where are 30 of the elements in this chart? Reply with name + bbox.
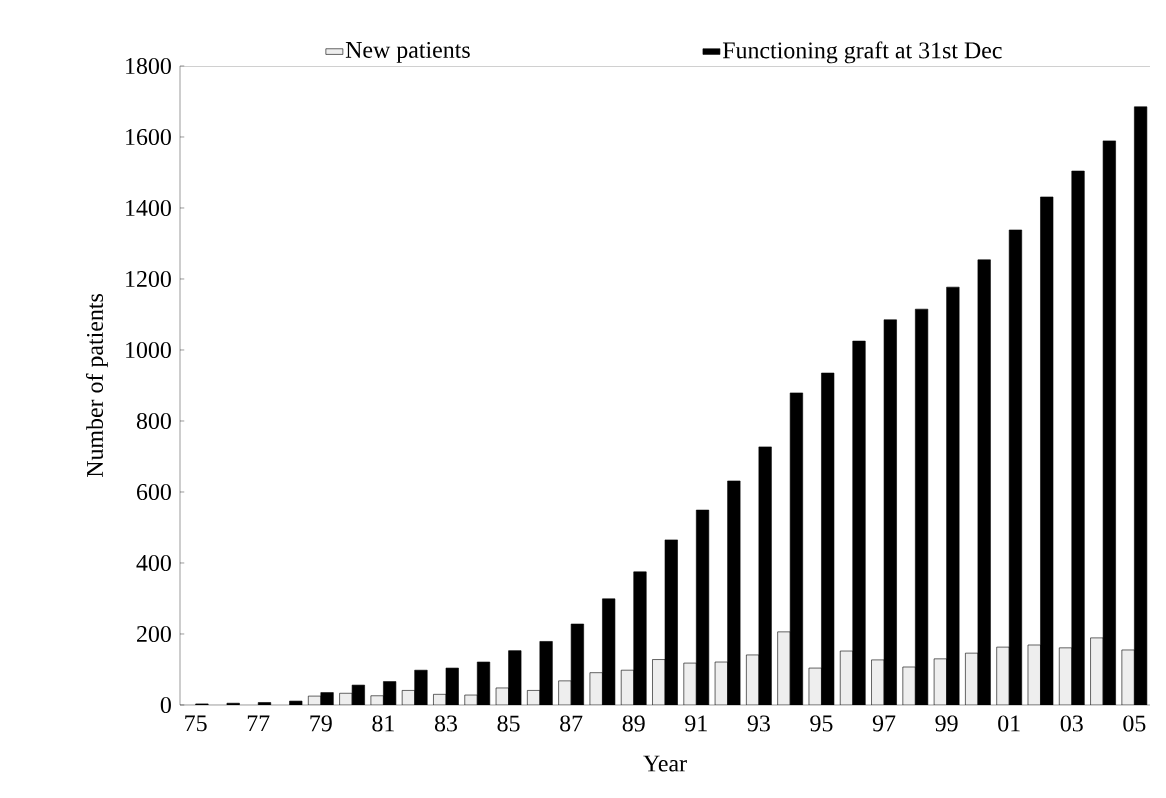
legend-label: Functioning graft at 31st Dec [722, 41, 1002, 64]
x-tick-label: 77 [247, 715, 270, 732]
x-tick-label: 81 [372, 715, 394, 732]
x-tick-label: 89 [622, 715, 645, 732]
y-tick-label: 400 [136, 554, 171, 572]
x-tick-label: 01 [998, 715, 1020, 732]
y-tick-label: 1400 [126, 199, 171, 217]
x-tick-label: 75 [185, 715, 207, 732]
y-tick-label: 1800 [126, 57, 171, 75]
y-tick-label: 1200 [126, 270, 171, 288]
x-tick-label: 03 [1060, 715, 1083, 732]
x-tick-label: 85 [497, 715, 520, 732]
x-tick-label: 97 [872, 715, 896, 732]
y-tick-label: 800 [136, 412, 171, 430]
y-tick-label: 1600 [126, 128, 171, 146]
y-tick-label: 600 [137, 483, 171, 501]
x-tick-label: 05 [1123, 715, 1146, 732]
x-tick-label: 91 [685, 715, 707, 732]
x-tick-label: 83 [434, 715, 457, 732]
x-tick-label: 93 [747, 715, 770, 732]
y-tick-label: 1000 [126, 341, 171, 359]
x-axis-title: Year [643, 755, 687, 772]
x-tick-label: 95 [810, 715, 833, 732]
x-tick-label: 87 [560, 715, 583, 732]
y-axis-title: Number of patients [85, 294, 108, 478]
x-tick-label: 79 [310, 715, 332, 732]
y-tick-label: 0 [160, 696, 171, 714]
x-tick-label: 99 [935, 715, 958, 732]
legend-label: New patients [345, 41, 470, 63]
y-tick-label: 200 [137, 625, 171, 643]
